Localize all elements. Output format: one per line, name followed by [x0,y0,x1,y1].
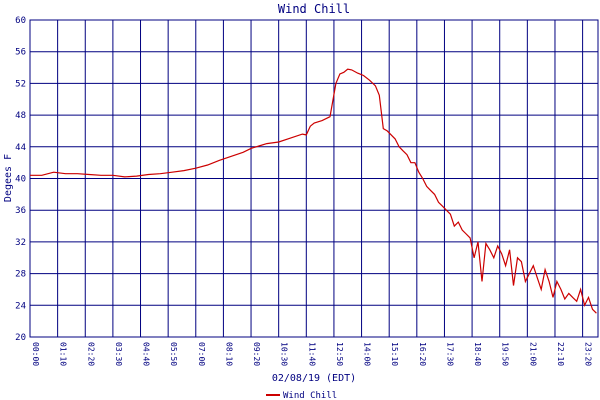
chart-title: Wind Chill [278,2,350,16]
x-tick-label: 11:40 [307,342,316,366]
x-axis-label: 02/08/19 (EDT) [272,373,356,384]
y-tick-label: 40 [15,175,26,185]
x-tick-label: 09:20 [252,342,261,366]
y-tick-label: 44 [15,143,26,153]
x-tick-label: 14:00 [363,342,372,366]
y-axis-label: Degees F [3,154,14,202]
x-tick-label: 05:50 [169,342,178,366]
grid-lines [29,19,599,338]
x-tick-label: 15:10 [390,342,399,366]
x-tick-label: 12:50 [335,342,344,366]
x-tick-label: 07:00 [197,342,206,366]
x-tick-label: 22:10 [556,342,565,366]
series-lines [30,68,597,314]
y-tick-label: 24 [15,301,26,311]
x-tick-label: 04:40 [142,342,151,366]
x-tick-label: 08:10 [224,342,233,366]
x-tick-label: 19:50 [501,342,510,366]
y-tick-label: 32 [15,238,26,248]
legend: Wind Chill [266,391,337,400]
x-tick-label: 23:20 [584,342,593,366]
x-tick-labels: 00:00 01:10 02:20 03:30 04:40 05:50 07:00 08:10… [31,342,600,366]
y-tick-label: 60 [15,16,26,26]
x-tick-label: 17:30 [445,342,454,366]
y-tick-labels: 20 24 28 32 36 40 44 48 52 56 60 [15,16,26,343]
x-tick-label: 02:20 [86,342,95,366]
x-tick-label: 10:30 [280,342,289,366]
x-tick-label: 18:40 [473,342,482,366]
y-tick-label: 56 [15,48,26,58]
x-tick-label: 16:20 [418,342,427,366]
y-tick-label: 48 [15,111,26,121]
y-tick-label: 28 [15,270,26,280]
x-tick-label: 21:00 [528,342,537,366]
x-tick-label: 03:30 [114,342,123,366]
y-tick-label: 52 [15,79,26,89]
x-tick-label: 01:10 [59,342,68,366]
x-tick-label: 00:00 [31,342,40,366]
wind-chill-line [30,68,597,314]
y-tick-label: 36 [15,206,26,216]
y-tick-label: 20 [15,333,26,343]
legend-label: Wind Chill [283,391,337,400]
plot-border [29,19,599,338]
